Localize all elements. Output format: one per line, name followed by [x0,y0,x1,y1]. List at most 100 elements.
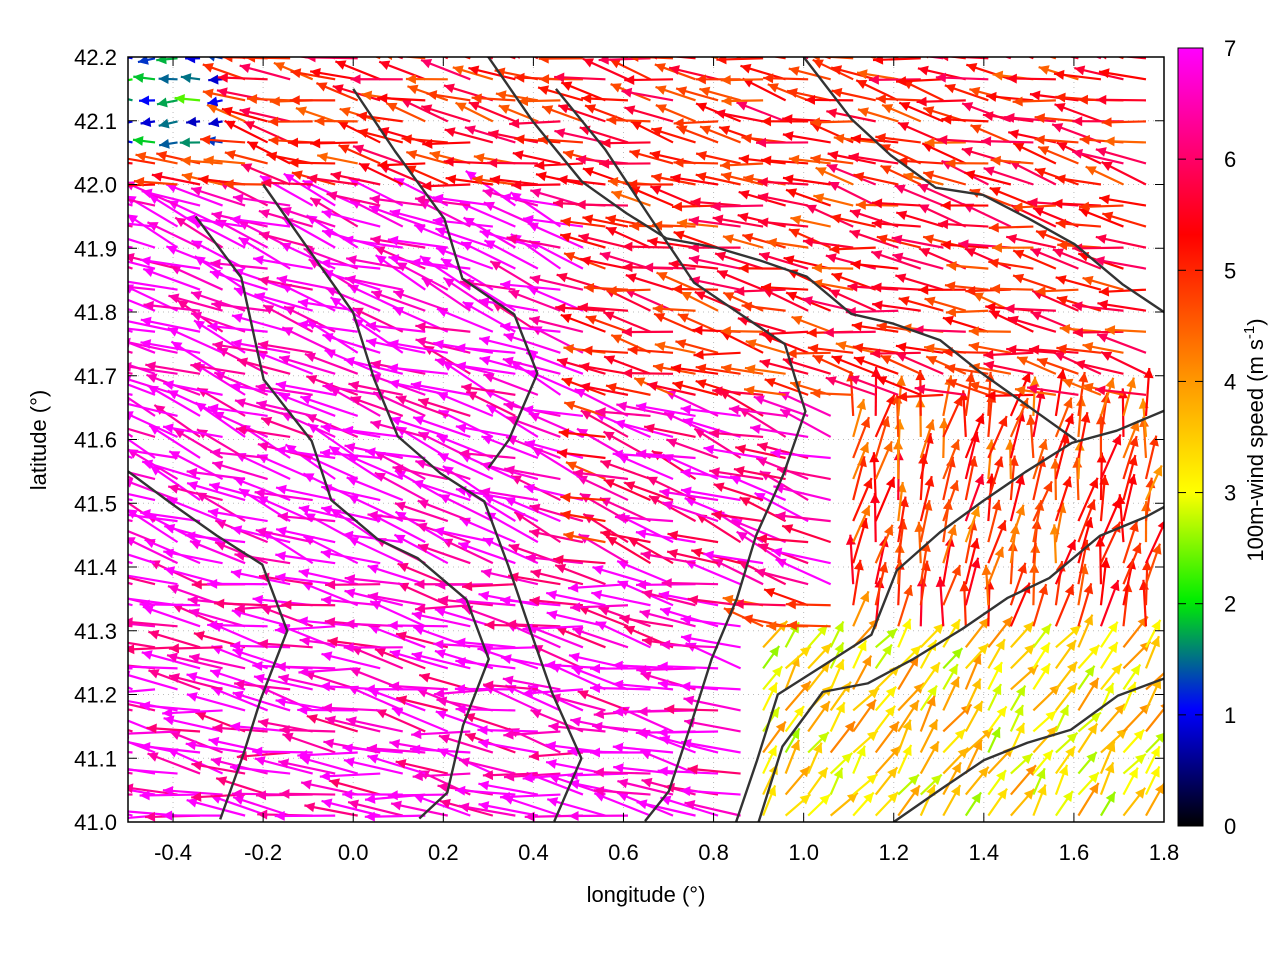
wind-arrow [375,254,426,291]
wind-arrow-head [1066,732,1078,744]
wind-arrow [468,65,516,81]
wind-arrow [206,103,246,123]
wind-arrow [253,673,313,691]
wind-arrow-head [1059,324,1071,334]
wind-arrow [946,260,989,271]
wind-arrow-head [400,99,413,109]
wind-arrow-head [927,640,937,652]
wind-arrow-head [887,792,899,803]
wind-arrow-shaft [319,261,381,270]
wind-arrow [395,695,449,712]
wind-arrow [942,647,964,670]
wind-arrow-head [1006,73,1017,84]
wind-arrow-head [418,397,430,408]
wind-arrow-head [806,327,817,338]
wind-arrow [606,285,651,296]
wind-arrow-head [433,339,444,350]
wind-arrow [387,339,448,354]
wind-arrow-head [1066,661,1077,673]
wind-arrow-head [323,738,335,749]
wind-arrow [358,162,404,186]
wind-arrow-head [1104,682,1114,695]
wind-arrow-head [880,165,892,175]
wind-arrow-head [1017,356,1029,366]
wind-arrow-head [288,137,299,148]
wind-arrow [1055,275,1102,291]
wind-arrow [784,705,805,733]
wind-arrow-head [499,791,511,802]
wind-arrow-head [412,479,424,490]
wind-arrow-head [834,659,845,671]
wind-arrow-head [1083,583,1094,595]
wind-arrow-head [330,297,342,308]
wind-arrow-head [898,296,910,306]
wind-arrow-head [406,149,418,160]
wind-arrow [1009,704,1025,732]
wind-arrow-head [720,75,731,86]
wind-arrow-shaft [432,196,494,207]
wind-arrow [935,72,989,83]
wind-arrow [162,423,223,439]
wind-arrow [853,356,899,375]
wind-arrow-head [164,523,176,534]
wind-arrow-head [300,395,312,405]
wind-arrow [1144,435,1159,480]
wind-arrow-head [455,657,466,668]
wind-arrow [1122,377,1137,417]
wind-arrow [128,298,156,312]
wind-arrow-head [158,74,169,85]
wind-arrow-head [274,810,285,821]
wind-arrow [234,603,291,614]
wind-arrow [914,384,966,396]
wind-arrow-head [283,173,295,184]
wind-arrow [1052,248,1102,270]
wind-arrow [653,312,696,333]
wind-arrow-head [891,234,903,245]
wind-arrow-head [560,492,571,503]
wind-arrow [458,448,516,460]
wind-arrow [1009,371,1031,417]
wind-arrow [1145,671,1164,691]
wind-arrow-head [510,192,522,203]
wind-arrow-head [275,697,287,707]
wind-arrow [852,477,873,522]
wind-arrow [829,791,859,817]
wind-arrow-head [553,554,564,565]
wind-arrow-head [959,581,970,592]
wind-arrow-shaft [436,307,494,333]
wind-arrow [452,65,494,81]
wind-arrow [563,531,606,544]
wind-arrow [964,371,976,417]
wind-arrow [805,204,854,228]
wind-arrow-head [570,602,581,613]
wind-arrow [522,405,584,418]
wind-arrow [560,81,606,102]
wind-arrow-head [210,668,222,679]
wind-arrow [202,63,246,81]
wind-arrow-head [534,160,545,171]
wind-arrow-head [299,636,311,647]
wind-arrow [207,403,268,418]
wind-arrow-shaft [410,382,471,396]
wind-arrow-head [298,568,310,579]
wind-arrow-head [962,102,974,112]
wind-arrow [1034,113,1079,124]
wind-arrow [621,327,674,338]
wind-arrow [319,448,381,460]
wind-arrow-head [695,171,707,182]
wind-arrow [1095,234,1147,249]
wind-arrow [646,381,696,396]
wind-arrow-head [186,116,197,127]
wind-arrow [435,246,494,270]
wind-arrow-head [440,258,453,269]
wind-arrow [786,348,831,359]
wind-arrow-head [723,292,735,302]
wind-arrow-head [992,684,1002,696]
wind-arrow-head [721,95,732,106]
wind-arrow-head [973,701,983,713]
wind-arrow-head [744,364,756,375]
wind-arrow-head [871,198,883,209]
wind-arrow [1144,765,1161,796]
wind-arrow [643,423,696,439]
wind-arrow-head [568,810,579,821]
